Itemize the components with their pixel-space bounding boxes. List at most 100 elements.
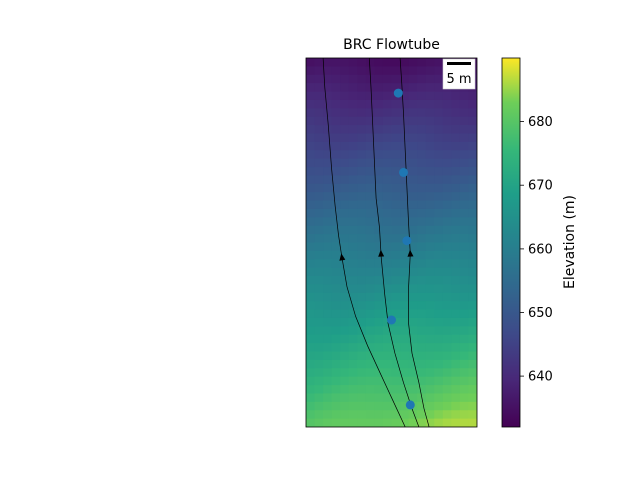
- elevation-cell: [357, 74, 367, 84]
- elevation-cell: [408, 242, 418, 252]
- elevation-cell: [314, 284, 324, 294]
- elevation-cell: [391, 376, 401, 386]
- elevation-cell: [314, 225, 324, 235]
- sample-point: [393, 88, 403, 98]
- elevation-cell: [468, 301, 477, 311]
- elevation-cell: [365, 301, 375, 311]
- elevation-cell: [468, 317, 477, 327]
- elevation-cell: [442, 343, 452, 353]
- elevation-cell: [323, 108, 333, 118]
- elevation-cell: [306, 334, 316, 344]
- elevation-cell: [314, 234, 324, 244]
- elevation-cell: [323, 326, 333, 336]
- elevation-cell: [348, 234, 358, 244]
- elevation-cell: [323, 242, 333, 252]
- elevation-cell: [340, 376, 350, 386]
- elevation-cell: [425, 208, 435, 218]
- elevation-cell: [374, 125, 384, 135]
- elevation-cell: [459, 116, 470, 126]
- elevation-cell: [340, 208, 350, 218]
- elevation-cell: [357, 99, 367, 109]
- colorbar-tick-label: 680: [528, 115, 553, 130]
- elevation-cell: [374, 116, 384, 126]
- elevation-cell: [314, 301, 324, 311]
- elevation-cell: [425, 284, 435, 294]
- elevation-cell: [451, 276, 461, 286]
- elevation-cell: [357, 208, 367, 218]
- elevation-cell: [306, 418, 316, 427]
- elevation-cell: [459, 175, 470, 185]
- elevation-cell: [459, 276, 470, 286]
- elevation-cell: [459, 410, 470, 420]
- elevation-cell: [365, 351, 375, 361]
- elevation-cell: [348, 267, 358, 277]
- elevation-cell: [365, 175, 375, 185]
- elevation-cell: [391, 343, 401, 353]
- elevation-cell: [425, 200, 435, 210]
- elevation-cell: [357, 167, 367, 177]
- elevation-cell: [408, 317, 418, 327]
- elevation-cell: [314, 276, 324, 286]
- elevation-cell: [365, 418, 375, 427]
- colorbar-gradient: [501, 57, 521, 428]
- elevation-cell: [382, 401, 393, 411]
- elevation-cell: [400, 334, 410, 344]
- elevation-cell: [468, 376, 477, 386]
- elevation-cell: [400, 368, 410, 378]
- colorbar-label: Elevation (m): [562, 195, 578, 289]
- elevation-cell: [400, 99, 410, 109]
- elevation-cell: [442, 208, 452, 218]
- elevation-cell: [425, 175, 435, 185]
- elevation-cell: [323, 66, 333, 76]
- elevation-cell: [374, 376, 384, 386]
- elevation-cell: [357, 133, 367, 143]
- elevation-cell: [314, 317, 324, 327]
- elevation-cell: [323, 418, 333, 427]
- elevation-cell: [340, 401, 350, 411]
- elevation-cell: [417, 385, 427, 395]
- elevation-cell: [374, 91, 384, 101]
- elevation-cell: [468, 133, 477, 143]
- elevation-cell: [314, 376, 324, 386]
- elevation-cell: [374, 225, 384, 235]
- elevation-cell: [314, 309, 324, 319]
- elevation-cell: [331, 74, 341, 84]
- elevation-cell: [459, 183, 470, 193]
- elevation-cell: [451, 385, 461, 395]
- elevation-cell: [442, 376, 452, 386]
- elevation-cell: [331, 401, 341, 411]
- elevation-cell: [331, 217, 341, 227]
- elevation-cell: [468, 234, 477, 244]
- elevation-cell: [400, 326, 410, 336]
- elevation-cell: [357, 385, 367, 395]
- elevation-cell: [306, 326, 316, 336]
- elevation-cell: [468, 309, 477, 319]
- elevation-cell: [323, 250, 333, 260]
- elevation-cell: [374, 99, 384, 109]
- elevation-cell: [400, 309, 410, 319]
- elevation-cell: [391, 167, 401, 177]
- elevation-cell: [357, 175, 367, 185]
- elevation-cell: [374, 343, 384, 353]
- elevation-cell: [331, 267, 341, 277]
- elevation-cell: [348, 74, 358, 84]
- elevation-cell: [417, 200, 427, 210]
- elevation-cell: [451, 91, 461, 101]
- elevation-cell: [314, 242, 324, 252]
- elevation-cell: [357, 301, 367, 311]
- elevation-cell: [425, 250, 435, 260]
- elevation-cell: [365, 58, 375, 67]
- elevation-cell: [374, 58, 384, 67]
- elevation-cell: [391, 385, 401, 395]
- elevation-cell: [425, 401, 435, 411]
- elevation-cell: [382, 192, 393, 202]
- elevation-cell: [400, 259, 410, 269]
- elevation-cell: [408, 133, 418, 143]
- elevation-cell: [382, 250, 393, 260]
- elevation-cell: [306, 359, 316, 369]
- elevation-cell: [417, 150, 427, 160]
- elevation-cell: [442, 334, 452, 344]
- elevation-cell: [451, 301, 461, 311]
- elevation-cell: [468, 284, 477, 294]
- elevation-cell: [459, 309, 470, 319]
